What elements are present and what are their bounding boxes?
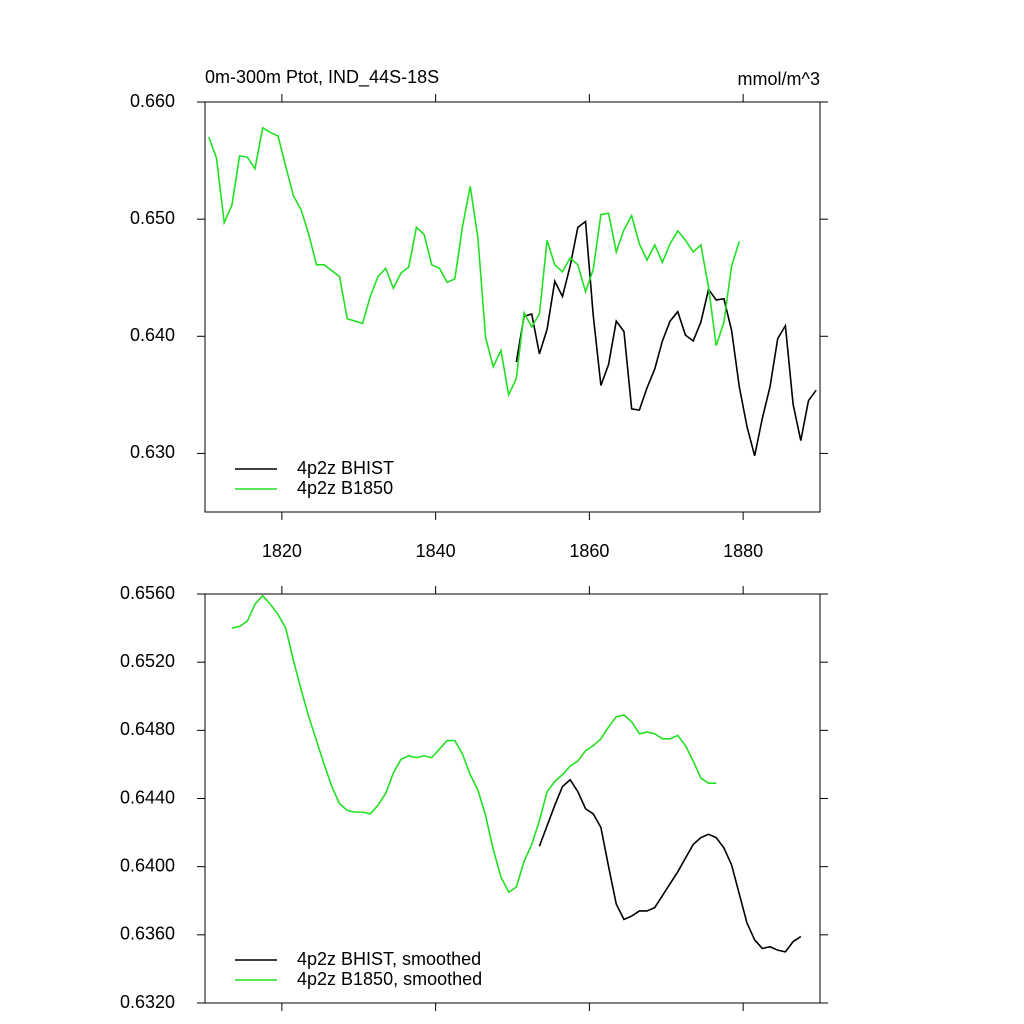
- x-tick-label: 1880: [723, 541, 763, 561]
- y-tick-label: 0.660: [130, 91, 175, 111]
- plot-frame: [204, 593, 821, 1004]
- y-tick-label: 0.630: [130, 442, 175, 462]
- y-tick-label: 0.6560: [120, 583, 175, 603]
- y-tick-label: 0.650: [130, 208, 175, 228]
- chart-title: 0m-300m Ptot, IND_44S-18S: [205, 67, 439, 88]
- y-tick-label: 0.6440: [120, 787, 175, 807]
- y-tick-label: 0.6360: [120, 924, 175, 944]
- plot-frame: [204, 101, 821, 513]
- x-tick-label: 1820: [262, 541, 302, 561]
- y-tick-label: 0.6520: [120, 651, 175, 671]
- legend-label: 4p2z BHIST, smoothed: [297, 949, 481, 969]
- y-tick-label: 0.6320: [120, 992, 175, 1012]
- legend-label: 4p2z B1850, smoothed: [297, 969, 482, 989]
- legend-label: 4p2z B1850: [297, 478, 393, 498]
- x-tick-label: 1840: [416, 541, 456, 561]
- series-line: [515, 219, 817, 456]
- series-line: [538, 778, 802, 953]
- y-tick-label: 0.6400: [120, 855, 175, 875]
- x-tick-label: 1860: [569, 541, 609, 561]
- legend-label: 4p2z BHIST: [297, 458, 394, 478]
- y-tick-label: 0.640: [130, 325, 175, 345]
- series-line: [231, 594, 717, 894]
- y-tick-label: 0.6480: [120, 719, 175, 739]
- units-label: mmol/m^3: [738, 69, 820, 89]
- series-line: [208, 126, 741, 398]
